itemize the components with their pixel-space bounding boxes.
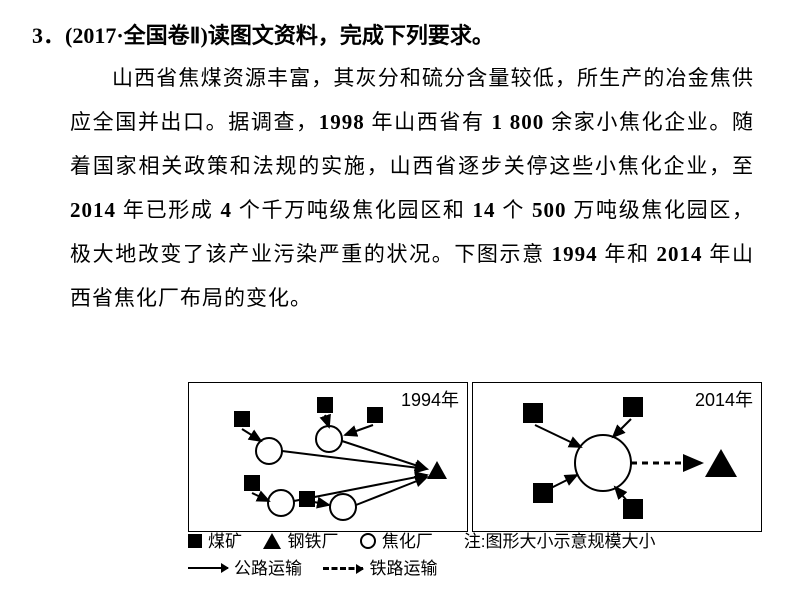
legend-note: 注:图形大小示意规模大小 (464, 528, 656, 555)
diagram-area: 1994年 (188, 382, 766, 582)
question-header: 3．(2017·全国卷Ⅱ)读图文资料，完成下列要求。 (32, 18, 494, 50)
legend: 煤矿 钢铁厂 焦化厂 注:图形大小示意规模大小 公路运输 铁路运输 (188, 528, 766, 582)
legend-steel: 钢铁厂 (287, 528, 338, 555)
diagram-1994: 1994年 (188, 382, 468, 532)
coal-mine-icon (188, 534, 202, 548)
diagram-1994-svg (189, 383, 469, 533)
legend-row-2: 公路运输 铁路运输 (188, 555, 766, 582)
legend-coke: 焦化厂 (382, 528, 433, 555)
legend-row-1: 煤矿 钢铁厂 焦化厂 注:图形大小示意规模大小 (188, 528, 766, 555)
coke-plant-icon (360, 533, 376, 549)
road-transport-icon (188, 567, 228, 569)
rail-transport-icon (323, 567, 363, 570)
question-number: 3． (32, 23, 65, 48)
question-prompt: 读图文资料，完成下列要求。 (208, 23, 494, 48)
diagram-2014-svg (473, 383, 763, 533)
legend-road: 公路运输 (234, 555, 302, 582)
diagram-2014: 2014年 (472, 382, 762, 532)
legend-coal: 煤矿 (208, 528, 242, 555)
question-source: (2017·全国卷Ⅱ) (65, 23, 208, 48)
passage-text: 山西省焦煤资源丰富，其灰分和硫分含量较低，所生产的冶金焦供应全国并出口。据调查，… (70, 56, 754, 321)
legend-rail: 铁路运输 (369, 555, 437, 582)
steel-plant-icon (263, 533, 281, 549)
